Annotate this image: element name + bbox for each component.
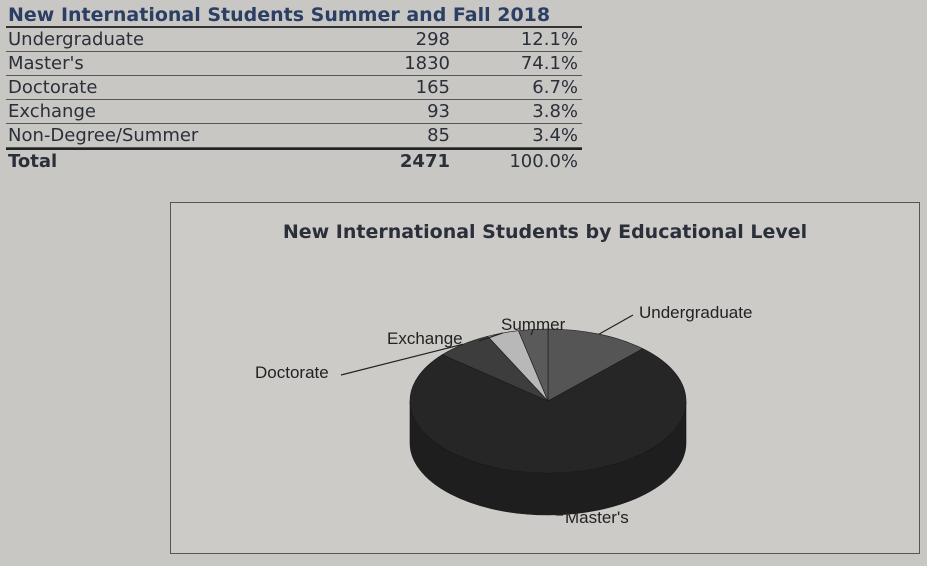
row-label: Doctorate [8,77,98,98]
row-label: Undergraduate [8,29,145,50]
table-row: Undergraduate 298 12.1% [6,28,582,52]
leader-line-2 [340,343,464,376]
table-row: Master's 1830 74.1% [6,52,582,76]
pie-chart-panel: New International Students by Educationa… [170,202,920,554]
row-percent: 12.1% [520,29,578,50]
slice-label-undergraduate: Undergraduate [639,303,753,322]
table-row: Non-Degree/Summer 85 3.4% [6,124,582,148]
row-label: Exchange [8,101,96,122]
leader-line-3 [478,332,503,342]
row-label: Master's [8,53,84,74]
row-count: 85 [427,125,450,146]
row-count: 298 [415,29,450,50]
table-row: Doctorate 165 6.7% [6,76,582,100]
total-percent: 100.0% [509,151,578,172]
table-row: Exchange 93 3.8% [6,100,582,124]
leader-line-4 [530,329,534,336]
row-count: 93 [427,101,450,122]
row-percent: 74.1% [520,53,578,74]
row-percent: 6.7% [532,77,578,98]
row-count: 1830 [404,53,450,74]
pie-slice-1 [409,348,687,474]
pie-slice-0 [547,328,644,402]
leader-line-0 [598,314,634,335]
total-count: 2471 [399,151,450,172]
row-percent: 3.4% [532,125,578,146]
row-count: 165 [415,77,450,98]
table-total-row: Total 2471 100.0% [6,148,582,172]
slice-label-summer: Summer [501,315,566,334]
chart-title: New International Students by Educationa… [282,221,808,243]
row-percent: 3.8% [532,101,578,122]
pie-slice-4 [517,328,549,402]
total-label: Total [8,151,58,172]
slice-label-masters: Master's [565,508,629,527]
enrollment-table: New International Students Summer and Fa… [6,4,582,172]
pie-chart [340,314,687,516]
slice-label-exchange: Exchange [387,329,463,348]
row-label: Non-Degree/Summer [8,125,199,146]
table-title: New International Students Summer and Fa… [6,4,582,28]
slice-label-doctorate: Doctorate [255,363,329,382]
